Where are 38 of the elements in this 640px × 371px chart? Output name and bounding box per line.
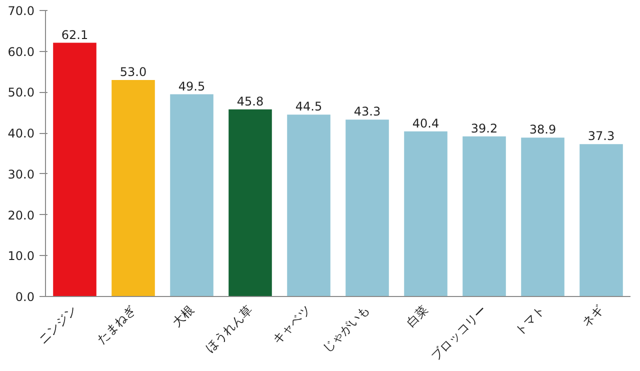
y-tick-label: 10.0: [8, 249, 34, 264]
x-tick-label: ほうれん草: [202, 302, 256, 355]
data-label: 53.0: [120, 64, 147, 79]
y-tick-label: 20.0: [8, 208, 34, 222]
x-tick-label: じゃがいも: [320, 302, 372, 355]
y-tick-label: 50.0: [8, 86, 34, 100]
data-label: 38.9: [529, 122, 556, 137]
data-label: 45.8: [236, 94, 264, 108]
bar: [346, 120, 389, 296]
bar: [53, 42, 96, 296]
y-tick-label: 60.0: [8, 44, 34, 59]
x-tick-label: たまねぎ: [94, 302, 138, 346]
bar: [228, 109, 272, 296]
bar: [580, 144, 623, 296]
bar: [521, 138, 564, 296]
data-label: 49.5: [178, 79, 206, 94]
x-tick-label: ネギ: [579, 302, 606, 330]
x-tick-label: 白菜: [404, 302, 431, 330]
bar: [287, 114, 330, 296]
data-label: 39.2: [470, 121, 498, 136]
y-tick-label: 70.0: [8, 4, 34, 18]
x-tick-label: キャベツ: [270, 302, 314, 346]
data-label: 43.3: [354, 104, 381, 119]
data-label: 37.3: [588, 129, 615, 144]
y-tick-label: 40.0: [8, 126, 34, 141]
x-tick-label: ニンジン: [36, 302, 80, 346]
x-tick-label: ブロッコリー: [428, 302, 490, 364]
bar: [404, 131, 448, 296]
x-tick-label: トマト: [512, 302, 548, 338]
data-label: 44.5: [295, 100, 322, 114]
data-label: 40.4: [412, 116, 440, 130]
x-tick-label: 大根: [170, 302, 197, 330]
bar: [112, 80, 155, 296]
bar: [170, 94, 214, 296]
y-tick-label: 0.0: [15, 290, 35, 304]
data-label: 62.1: [61, 28, 88, 42]
bar: [462, 136, 506, 296]
y-tick-label: 30.0: [8, 167, 34, 182]
